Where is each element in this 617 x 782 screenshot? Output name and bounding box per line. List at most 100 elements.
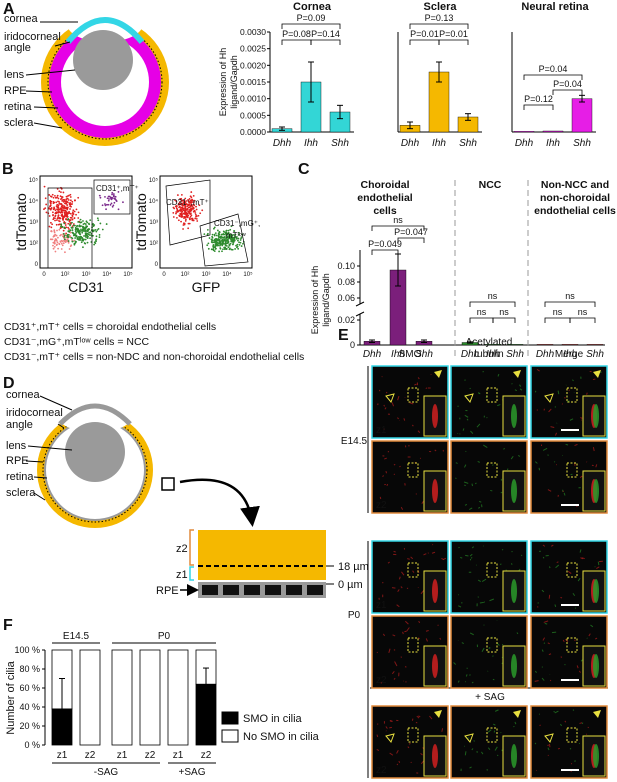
x-tick-label: Shh	[586, 349, 604, 360]
micrograph-texture	[542, 544, 546, 547]
flow-event-texture	[221, 250, 223, 253]
flow-event-texture	[71, 200, 74, 203]
flow-event-texture	[178, 205, 181, 208]
flow-event-texture	[212, 248, 215, 251]
flow-event-texture	[70, 226, 73, 229]
gate-label: CD31⁻,mT⁺	[166, 198, 209, 207]
micrograph-texture	[567, 570, 572, 574]
flow-event-texture	[66, 201, 69, 204]
flow-event-texture	[72, 209, 75, 212]
column-header: Merge	[555, 349, 584, 360]
significance-label: ns	[553, 307, 563, 317]
micrograph-texture	[542, 447, 548, 451]
flow-event-texture	[232, 233, 235, 236]
x-tick-label: Dhh	[401, 138, 420, 149]
flow-event-texture	[179, 198, 181, 200]
flow-event-texture	[193, 199, 196, 202]
flow-event-texture	[60, 248, 63, 250]
x-tick-label: z2	[85, 750, 96, 761]
micrograph-texture	[539, 724, 541, 727]
flow-event-texture	[84, 227, 86, 229]
flow-event-texture	[88, 223, 91, 226]
flow-event-texture	[214, 241, 217, 244]
axis-break	[355, 301, 365, 307]
significance-bracket	[469, 301, 516, 307]
flow-event-texture	[93, 241, 96, 244]
flow-event-texture	[106, 197, 109, 200]
flow-event-texture	[52, 247, 55, 250]
flow-event-texture	[44, 207, 47, 210]
flow-y-label: tdTomato	[13, 193, 29, 251]
micrograph-texture	[572, 379, 574, 382]
flow-event-texture	[97, 219, 100, 222]
flow-event-texture	[63, 205, 66, 208]
flow-event-texture	[57, 214, 60, 217]
micrograph-texture	[574, 443, 578, 447]
flow-event-texture	[184, 220, 187, 222]
micrograph-texture	[580, 557, 584, 560]
flow-event-texture	[238, 243, 241, 246]
micrograph-texture	[391, 670, 395, 675]
bar-segment	[79, 649, 101, 746]
flow-event-texture	[222, 230, 225, 233]
cilium-inset	[593, 579, 599, 603]
flow-event-texture	[80, 228, 82, 231]
flow-event-texture	[104, 203, 106, 205]
flow-event-texture	[72, 223, 75, 225]
significance-bracket	[310, 39, 341, 45]
flow-event-texture	[54, 219, 56, 222]
x-tick-label: z1	[117, 750, 128, 761]
significance-label: P=0.09	[297, 13, 326, 23]
x-tick-label: Shh	[459, 138, 477, 149]
flow-event-texture	[195, 205, 197, 208]
micrograph-texture	[471, 681, 474, 684]
flow-event-texture	[95, 235, 98, 238]
micrograph-texture	[534, 390, 537, 393]
inset-label: 18 µm	[338, 561, 369, 573]
flow-event-texture	[64, 209, 67, 212]
y-tick-label: 0.0015	[240, 77, 266, 87]
micrograph-texture	[543, 620, 549, 623]
flow-event-texture	[80, 225, 82, 227]
flow-event-texture	[108, 198, 110, 200]
roi-box	[407, 727, 419, 743]
flow-event-texture	[50, 226, 53, 229]
flow-event-texture	[69, 224, 71, 227]
flow-event-texture	[51, 223, 54, 226]
micrograph-texture	[420, 590, 425, 595]
flow-event-texture	[53, 231, 56, 234]
flow-event-texture	[95, 230, 98, 233]
flow-event-texture	[89, 237, 91, 240]
column-header: Acetylated	[466, 337, 513, 348]
flow-event-texture	[66, 216, 69, 218]
roi-box	[566, 727, 578, 743]
flow-event-texture	[69, 208, 71, 210]
micrograph-texture	[461, 642, 464, 644]
flow-event-texture	[66, 204, 69, 206]
flow-event-texture	[223, 246, 226, 249]
micrograph-texture	[499, 563, 502, 565]
flow-event-texture	[183, 207, 185, 210]
flow-event-texture	[69, 193, 72, 196]
flow-event-texture	[52, 235, 55, 238]
flow-event-texture	[233, 234, 236, 236]
micrograph-texture	[464, 484, 466, 487]
flow-event-texture	[49, 238, 52, 241]
gate	[93, 179, 131, 215]
micrograph-texture	[500, 491, 503, 494]
micrograph-texture	[421, 501, 424, 505]
flow-event-texture	[185, 200, 188, 202]
bar	[542, 130, 564, 133]
micrograph-texture	[501, 548, 504, 551]
flow-event-texture	[238, 233, 240, 236]
x-tick-label: Dhh	[515, 138, 534, 149]
flow-event-texture	[224, 243, 227, 245]
flow-event-texture	[52, 200, 55, 203]
x-tick-label: z1	[173, 750, 184, 761]
significance-label: P=0.08	[282, 29, 311, 39]
micrograph-texture	[493, 723, 496, 726]
flow-event-texture	[59, 217, 62, 220]
flow-event-texture	[173, 207, 176, 210]
inset-label: z2	[176, 543, 188, 555]
x-tick-label: Shh	[331, 138, 349, 149]
